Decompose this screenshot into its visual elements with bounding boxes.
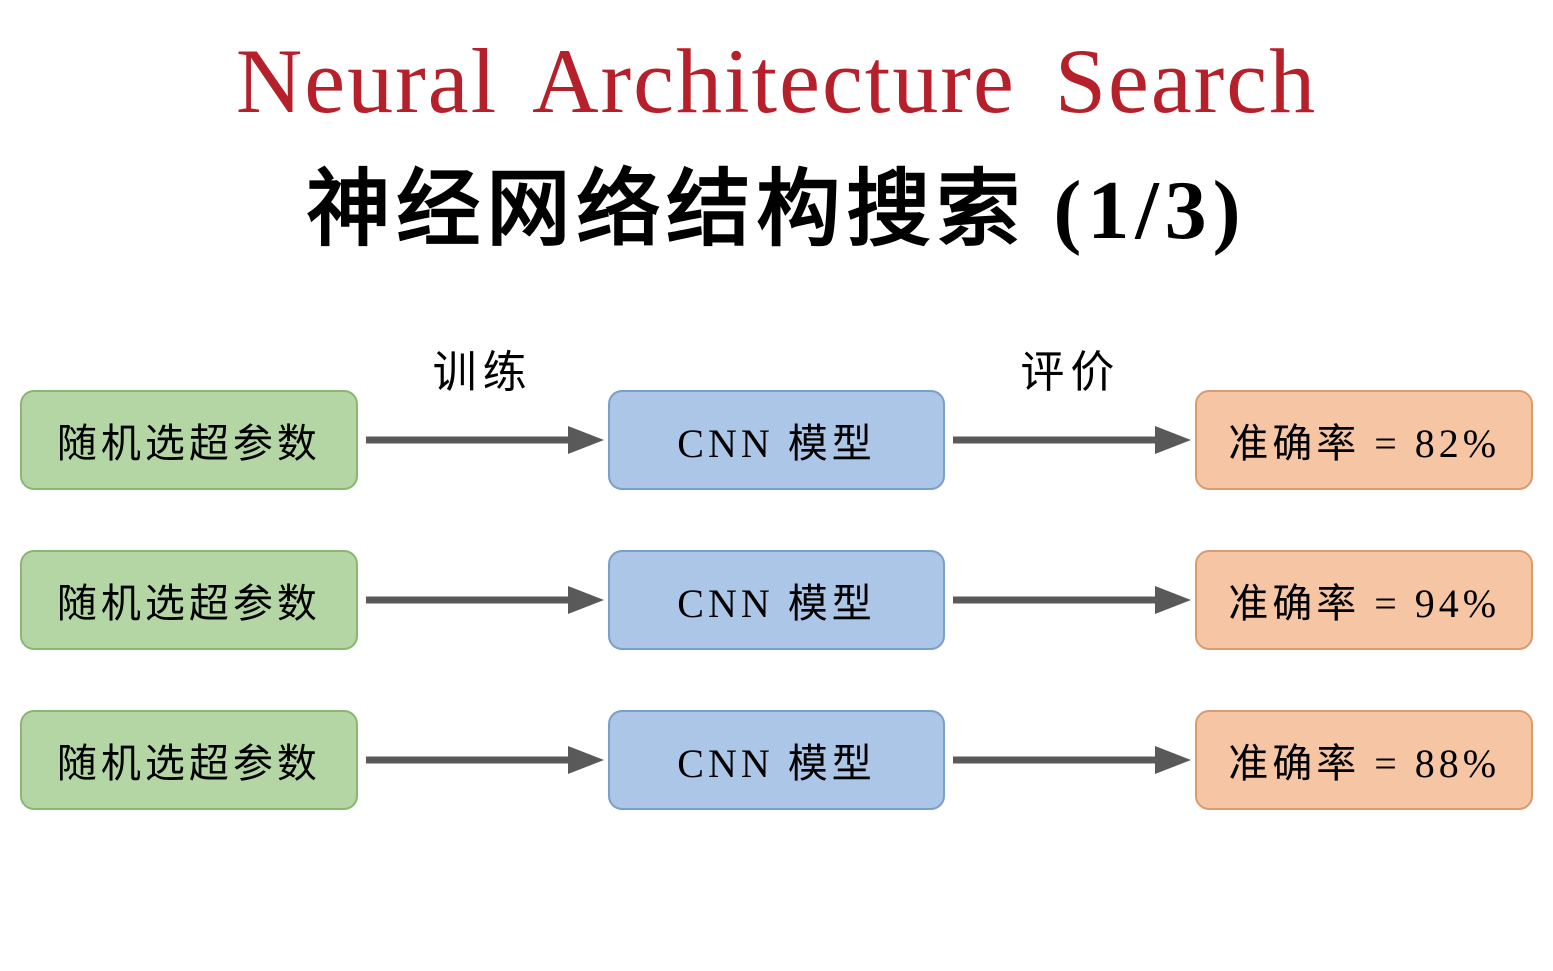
node-accuracy-1: 准确率 = 94%: [1195, 550, 1533, 650]
flow-row-0: 随机选超参数训练CNN 模型评价准确率 = 82%: [20, 390, 1533, 490]
node-hyperparam-2: 随机选超参数: [20, 710, 358, 810]
node-hyperparam-0: 随机选超参数: [20, 390, 358, 490]
arrow-eval-2: [945, 710, 1195, 810]
node-accuracy-0: 准确率 = 82%: [1195, 390, 1533, 490]
flow-diagram: 随机选超参数训练CNN 模型评价准确率 = 82%随机选超参数CNN 模型准确率…: [0, 390, 1553, 810]
node-hyperparam-1: 随机选超参数: [20, 550, 358, 650]
flow-row-1: 随机选超参数 CNN 模型 准确率 = 94%: [20, 550, 1533, 650]
node-cnn-1: CNN 模型: [608, 550, 946, 650]
arrow-label-eval-0: 评价: [945, 336, 1195, 400]
arrow-train-1: [358, 550, 608, 650]
flow-row-2: 随机选超参数 CNN 模型 准确率 = 88%: [20, 710, 1533, 810]
node-cnn-2: CNN 模型: [608, 710, 946, 810]
arrow-label-train-0: 训练: [358, 336, 608, 400]
arrow-train-2: [358, 710, 608, 810]
title-english: Neural Architecture Search: [0, 28, 1553, 134]
title-block: Neural Architecture Search 神经网络结构搜索 (1/3…: [0, 0, 1553, 263]
arrow-eval-1: [945, 550, 1195, 650]
arrow-eval-0: 评价: [945, 390, 1195, 490]
title-chinese: 神经网络结构搜索 (1/3): [0, 142, 1553, 263]
node-accuracy-2: 准确率 = 88%: [1195, 710, 1533, 810]
arrow-train-0: 训练: [358, 390, 608, 490]
node-cnn-0: CNN 模型: [608, 390, 946, 490]
